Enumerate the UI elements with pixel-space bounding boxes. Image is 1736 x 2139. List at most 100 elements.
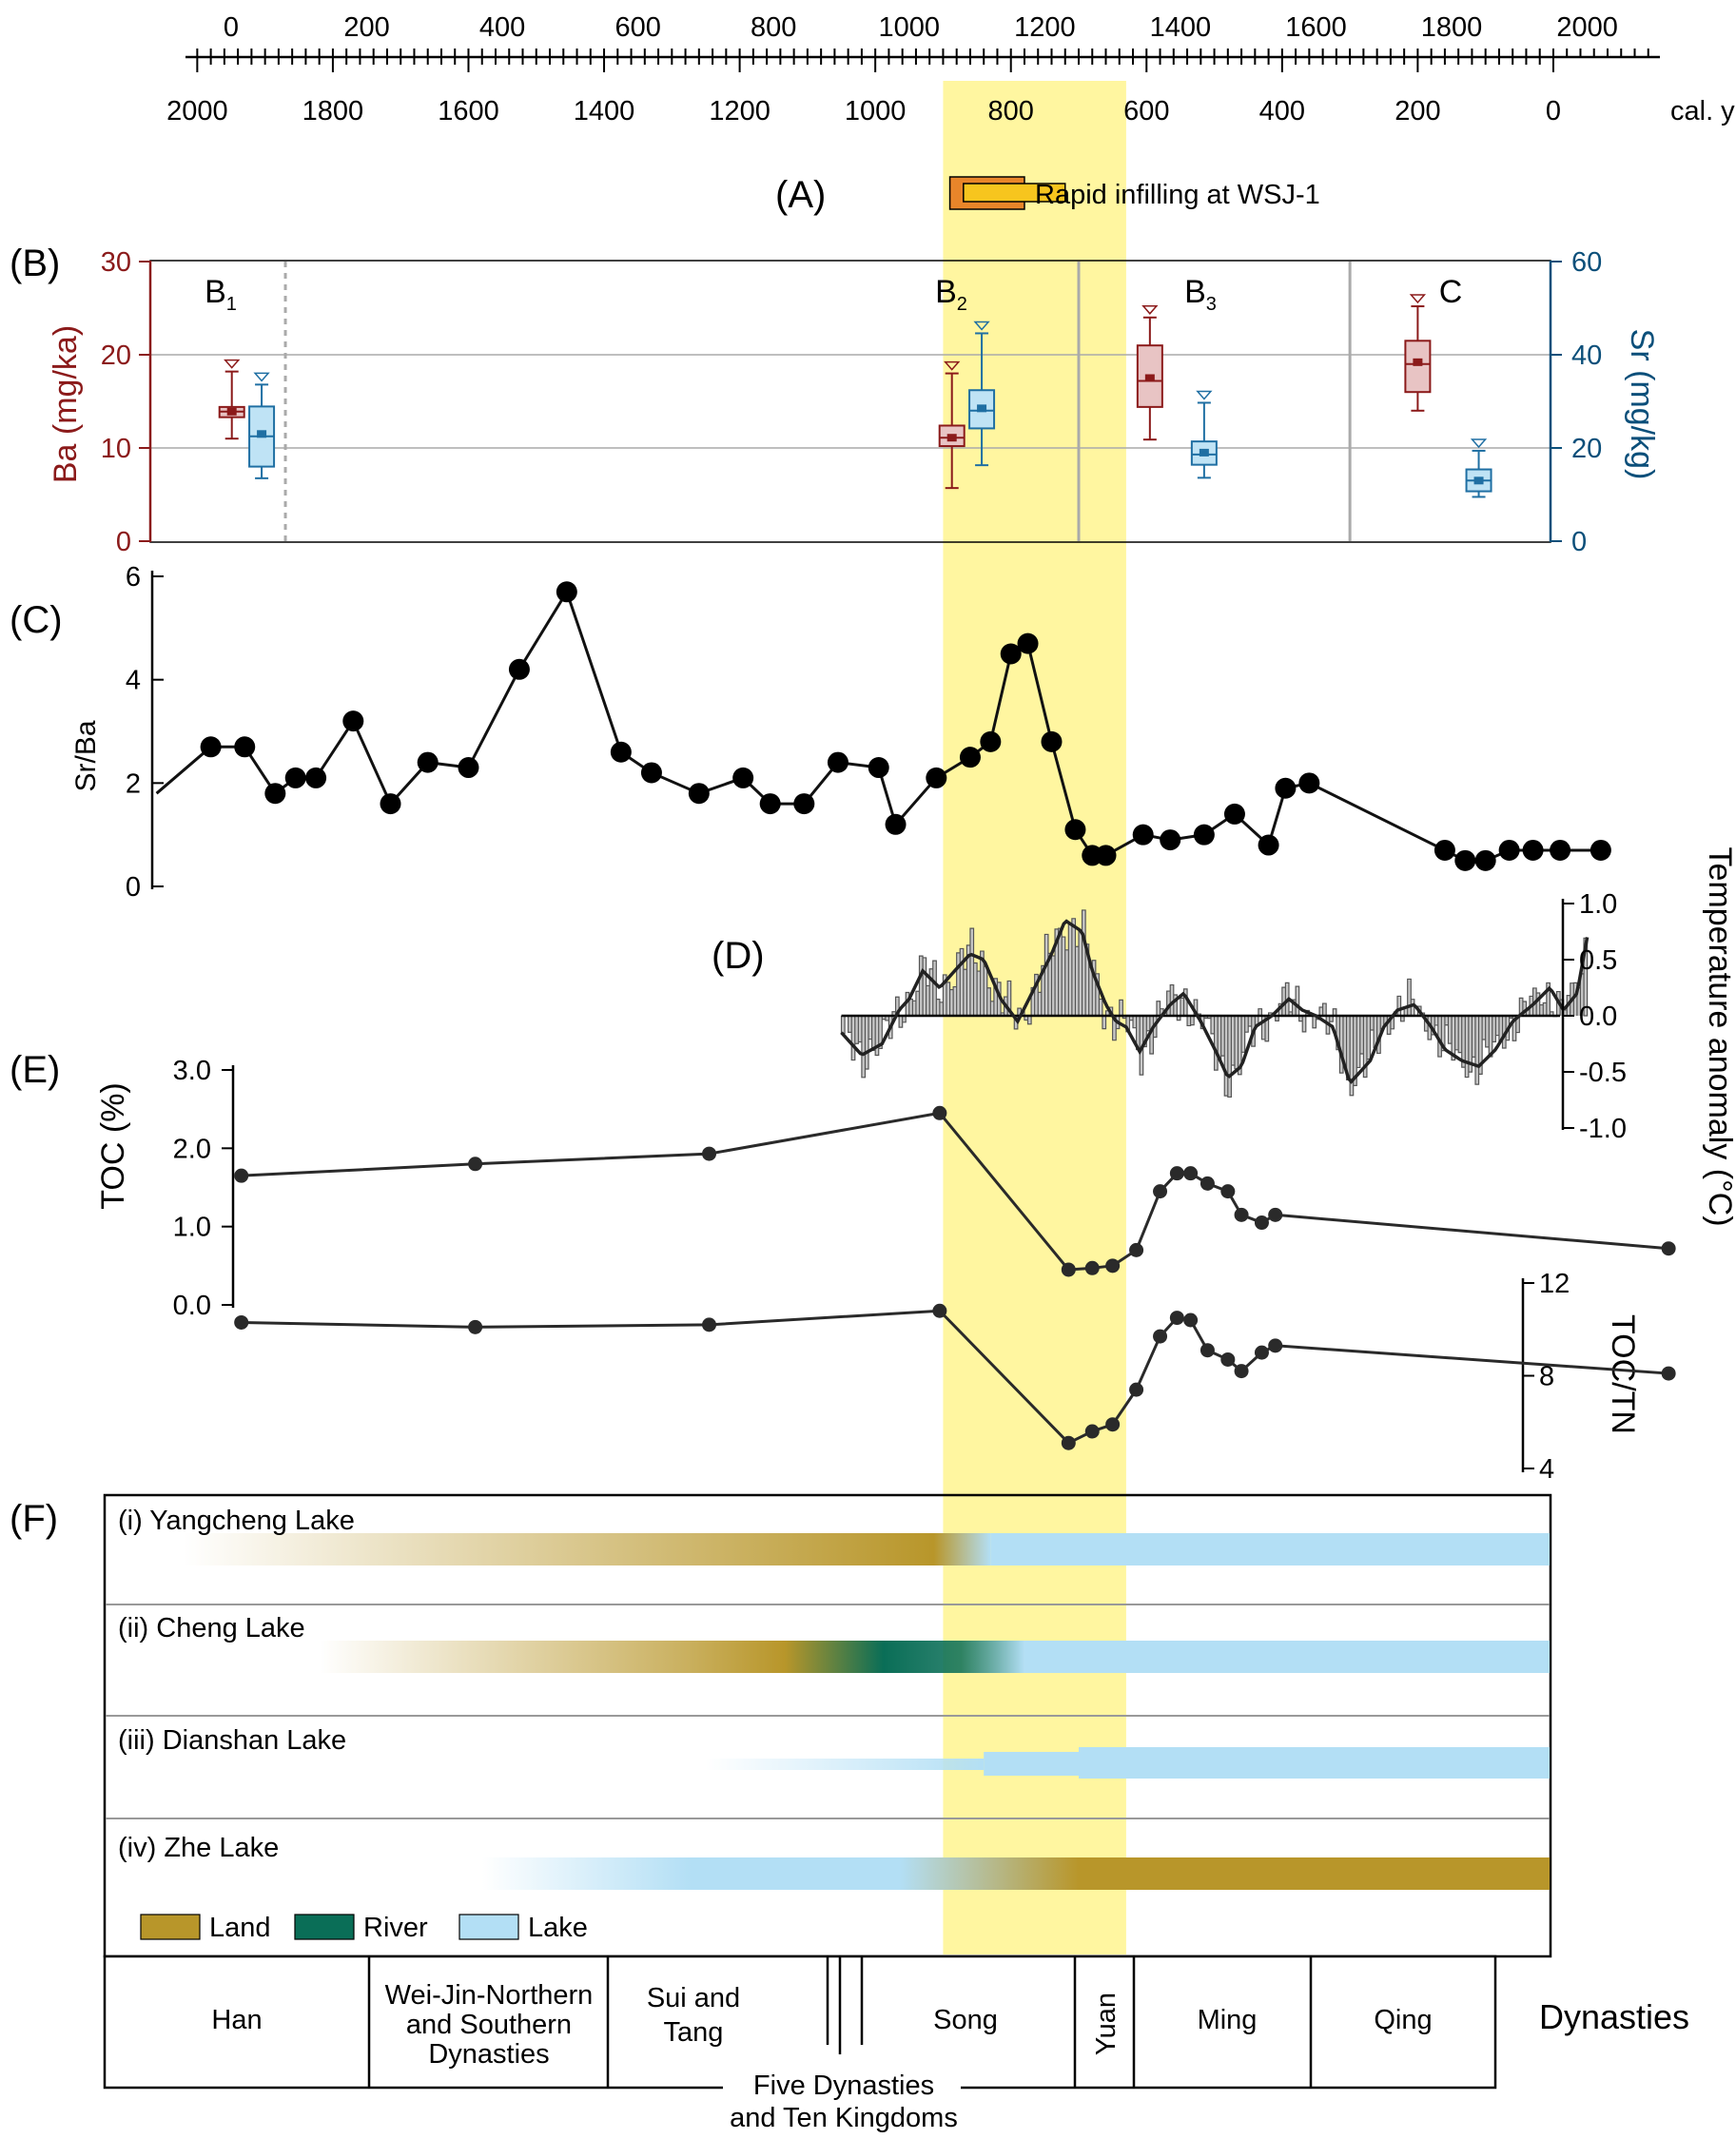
ba-box bbox=[1404, 294, 1432, 412]
toc-axis: 0.0 1.0 2.0 3.0 bbox=[173, 1056, 235, 1321]
sr-ba-point bbox=[1275, 777, 1297, 799]
toc-tn-point bbox=[1200, 1343, 1215, 1358]
zhe-lake-bar bbox=[481, 1857, 1080, 1890]
toc-tn-point bbox=[1105, 1417, 1121, 1432]
outlier-marker bbox=[1409, 294, 1427, 304]
lake-label-zhe: (iv) Zhe Lake bbox=[118, 1833, 279, 1863]
sr-ba-point bbox=[417, 751, 439, 773]
bp-tick-label: 1600 bbox=[438, 96, 499, 126]
dynasties-header: Dynasties bbox=[1539, 1997, 1689, 2036]
toc-tn-point bbox=[1129, 1382, 1144, 1397]
bp-tick-label: 0 bbox=[1546, 96, 1561, 126]
sr-tick-label: 0 bbox=[1571, 527, 1587, 557]
sr-ba-point bbox=[688, 783, 710, 805]
sr-ba-point bbox=[508, 658, 530, 680]
sr-ba-point bbox=[959, 747, 981, 768]
ce-tick-label: 1400 bbox=[1150, 12, 1212, 43]
toc-point bbox=[1084, 1260, 1100, 1275]
ce-tick-label: 2000 bbox=[1556, 12, 1618, 43]
sr-ba-point bbox=[264, 783, 286, 805]
bp-tick-label: 600 bbox=[1123, 96, 1169, 126]
toc-point bbox=[1234, 1207, 1249, 1222]
toc-tn-point bbox=[1169, 1311, 1184, 1326]
rapid-infilling-inner-bar bbox=[963, 183, 1066, 203]
sr-ba-point bbox=[1160, 829, 1181, 851]
ce-tick-label: 1600 bbox=[1285, 12, 1347, 43]
dynasty-five-dynasties-2: and Ten Kingdoms bbox=[730, 2103, 958, 2133]
sr-box bbox=[1190, 390, 1218, 479]
toc-tn-point bbox=[1220, 1351, 1236, 1367]
legend-swatch-river bbox=[294, 1914, 355, 1940]
cheng-lake-bar bbox=[319, 1641, 1024, 1673]
mean-marker bbox=[1473, 476, 1484, 485]
outlier-marker bbox=[1470, 438, 1488, 449]
sr-ba-axis: 0 2 4 6 bbox=[126, 562, 164, 903]
legend-label-lake: Lake bbox=[528, 1913, 588, 1943]
sr-ba-point bbox=[1550, 839, 1571, 861]
dynasty-sui-tang-2: Tang bbox=[664, 2017, 724, 2048]
toc-tn-point bbox=[1084, 1424, 1100, 1439]
toc-point bbox=[1061, 1262, 1076, 1277]
ba-axis: 0 10 20 30 bbox=[101, 247, 152, 557]
sr-ba-point bbox=[827, 751, 848, 773]
legend-swatch-land bbox=[140, 1914, 201, 1940]
ce-tick-labels: 0 200 400 600 800 1000 1200 1400 1600 1800 2000 bbox=[224, 12, 1618, 43]
dynasty-sui-tang-1: Sui and bbox=[647, 1983, 740, 2013]
toc-axis-title: TOC (%) bbox=[95, 1082, 131, 1209]
toc-tn-point bbox=[702, 1317, 717, 1332]
toc-tick-label: 3.0 bbox=[173, 1056, 211, 1086]
box bbox=[1404, 340, 1432, 394]
bp-tick-label: 1000 bbox=[845, 96, 907, 126]
sr-ba-point bbox=[759, 793, 781, 815]
sr-ba-point bbox=[1258, 834, 1279, 856]
sr-ba-point bbox=[1017, 632, 1039, 654]
zone-subscript: 2 bbox=[957, 294, 967, 315]
toc-point bbox=[1183, 1166, 1199, 1181]
toc-point bbox=[1254, 1215, 1269, 1231]
legend-label-land: Land bbox=[209, 1913, 271, 1943]
toc-tn-point bbox=[1061, 1435, 1076, 1450]
panel-b: (B) 0 10 20 30 0 20 40 60 Ba (mg/ka) Sr (mg/kg… bbox=[10, 243, 1660, 557]
panel-f-legend: Land River Lake bbox=[140, 1913, 588, 1943]
sr-ba-point bbox=[234, 736, 256, 758]
ce-tick-label: 0 bbox=[224, 12, 239, 43]
sr-ba-point bbox=[1498, 839, 1520, 861]
temperature-series bbox=[840, 909, 1590, 1099]
dynasty-five-dynasties-1: Five Dynasties bbox=[753, 2071, 934, 2101]
dynasty-wei-jin-3: Dynasties bbox=[428, 2039, 549, 2070]
ce-tick-label: 1000 bbox=[879, 12, 941, 43]
sr-ba-point bbox=[1000, 643, 1022, 665]
sr-tick-label: 40 bbox=[1571, 340, 1602, 371]
toc-point bbox=[1268, 1207, 1283, 1222]
outlier-marker bbox=[253, 372, 270, 382]
sr-axis-title: Sr (mg/kg) bbox=[1624, 329, 1660, 480]
legend-swatch-lake bbox=[458, 1914, 519, 1940]
bp-tick-labels: 2000 1800 1600 1400 1200 1000 800 600 400 200 0 bbox=[166, 96, 1561, 126]
sr-ba-tick-label: 2 bbox=[126, 768, 141, 799]
dynasties-frame bbox=[103, 1954, 1497, 2090]
sr-ba-point bbox=[200, 736, 222, 758]
rapid-infilling-label: Rapid infilling at WSJ-1 bbox=[1035, 180, 1320, 210]
five-dynasties-label-bg bbox=[723, 2073, 961, 2132]
sr-ba-point bbox=[610, 741, 632, 763]
sr-ba-point bbox=[305, 767, 327, 788]
toc-tn-tick-label: 8 bbox=[1539, 1362, 1554, 1392]
sr-ba-point bbox=[458, 757, 479, 779]
ba-axis-title: Ba (mg/ka) bbox=[48, 325, 84, 483]
zhe-lake-land-bar bbox=[1079, 1857, 1550, 1890]
ba-box bbox=[218, 359, 245, 440]
dynasty-song: Song bbox=[933, 2005, 998, 2035]
time-axis-minor-ticks bbox=[196, 49, 1649, 72]
lake-label-cheng: (ii) Cheng Lake bbox=[118, 1613, 305, 1643]
sr-ba-point bbox=[1474, 849, 1496, 871]
toc-point bbox=[234, 1168, 249, 1183]
ce-tick-label: 1800 bbox=[1421, 12, 1483, 43]
toc-tn-point bbox=[1153, 1329, 1168, 1344]
panel-c: (C) 0 2 4 6 Sr/Ba bbox=[10, 562, 1611, 903]
temperature-tick-label: 0.5 bbox=[1579, 945, 1617, 976]
ce-tick-label: 800 bbox=[751, 12, 796, 43]
temperature-smooth-curve bbox=[840, 919, 1590, 1084]
toc-tn-point bbox=[1234, 1364, 1249, 1379]
